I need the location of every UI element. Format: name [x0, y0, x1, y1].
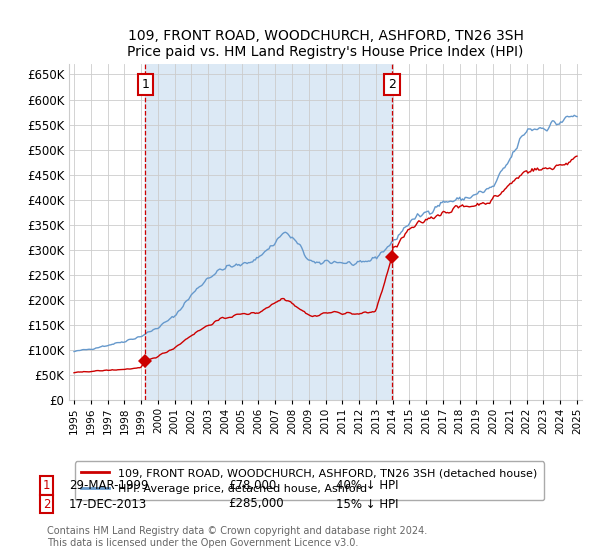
Text: 1: 1 [142, 78, 149, 91]
Title: 109, FRONT ROAD, WOODCHURCH, ASHFORD, TN26 3SH
Price paid vs. HM Land Registry's: 109, FRONT ROAD, WOODCHURCH, ASHFORD, TN… [127, 29, 524, 59]
Text: 1: 1 [43, 479, 50, 492]
Text: 2: 2 [388, 78, 396, 91]
Text: Contains HM Land Registry data © Crown copyright and database right 2024.
This d: Contains HM Land Registry data © Crown c… [47, 526, 427, 548]
Bar [145, 64, 392, 400]
Text: 40% ↓ HPI: 40% ↓ HPI [336, 479, 398, 492]
Text: 2: 2 [43, 497, 50, 511]
Text: 29-MAR-1999: 29-MAR-1999 [69, 479, 149, 492]
Text: £285,000: £285,000 [228, 497, 284, 511]
Text: 15% ↓ HPI: 15% ↓ HPI [336, 497, 398, 511]
Text: 17-DEC-2013: 17-DEC-2013 [69, 497, 147, 511]
Text: £78,000: £78,000 [228, 479, 276, 492]
Legend: 109, FRONT ROAD, WOODCHURCH, ASHFORD, TN26 3SH (detached house), HPI: Average pr: 109, FRONT ROAD, WOODCHURCH, ASHFORD, TN… [74, 461, 544, 500]
